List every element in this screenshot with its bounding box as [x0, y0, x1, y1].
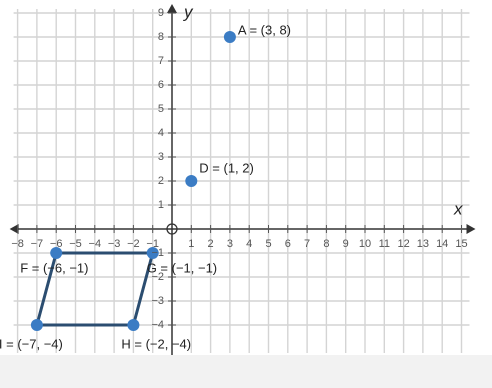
x-tick-label: −4: [89, 238, 102, 250]
footer-bar: [0, 355, 492, 388]
x-tick-label: 9: [343, 238, 349, 250]
y-tick-label: −3: [151, 295, 164, 307]
point-label: G = (−1, −1): [147, 260, 217, 275]
y-axis-label: y: [183, 2, 194, 21]
y-arrow: [167, 4, 177, 13]
point: [127, 319, 140, 331]
x-tick-label: −5: [69, 238, 82, 250]
point-label: D = (1, 2): [199, 160, 254, 175]
y-tick-label: 5: [158, 103, 164, 115]
x-tick-label: −7: [31, 238, 44, 250]
x-tick-label: −1: [146, 238, 159, 250]
x-tick-label: 4: [246, 238, 252, 250]
point-label: A = (3, 8): [238, 22, 291, 37]
point: [223, 31, 236, 43]
y-tick-label: −1: [151, 247, 164, 259]
y-tick-label: 7: [158, 55, 164, 67]
x-tick-label: 14: [436, 238, 448, 250]
x-tick-label: −3: [108, 238, 121, 250]
x-tick-label: 10: [359, 238, 371, 250]
point-label: F = (−6, −1): [20, 260, 88, 275]
point: [50, 247, 63, 259]
y-tick-label: 9: [158, 7, 164, 19]
y-tick-label: −4: [151, 319, 164, 331]
point: [185, 175, 198, 187]
x-tick-label: 15: [455, 238, 467, 250]
x-tick-label: 2: [208, 238, 214, 250]
x-tick-label: −6: [50, 238, 63, 250]
x-tick-label: 13: [417, 238, 429, 250]
y-tick-label: 1: [158, 199, 164, 211]
y-tick-label: 3: [158, 151, 164, 163]
y-tick-label: 4: [158, 127, 164, 139]
x-tick-label: 6: [285, 238, 291, 250]
x-tick-label: 1: [188, 238, 194, 250]
x-tick-label: −8: [11, 238, 24, 250]
point: [30, 319, 43, 331]
x-tick-label: 8: [323, 238, 329, 250]
x-axis-label: x: [453, 199, 463, 218]
y-tick-label: 2: [158, 175, 164, 187]
x-tick-label: 3: [227, 238, 233, 250]
x-tick-label: 7: [304, 238, 310, 250]
point-label: I = (−7, −4): [0, 336, 63, 351]
point-label: H = (−2, −4): [121, 336, 191, 351]
y-tick-label: −2: [151, 271, 164, 283]
x-tick-label: 5: [265, 238, 271, 250]
x-tick-label: 12: [397, 238, 409, 250]
x-tick-label: 11: [379, 238, 390, 250]
y-tick-label: 8: [158, 31, 164, 43]
x-tick-label: −2: [127, 238, 140, 250]
y-tick-label: 6: [158, 79, 164, 91]
point: [146, 247, 159, 259]
origin: [166, 223, 178, 235]
